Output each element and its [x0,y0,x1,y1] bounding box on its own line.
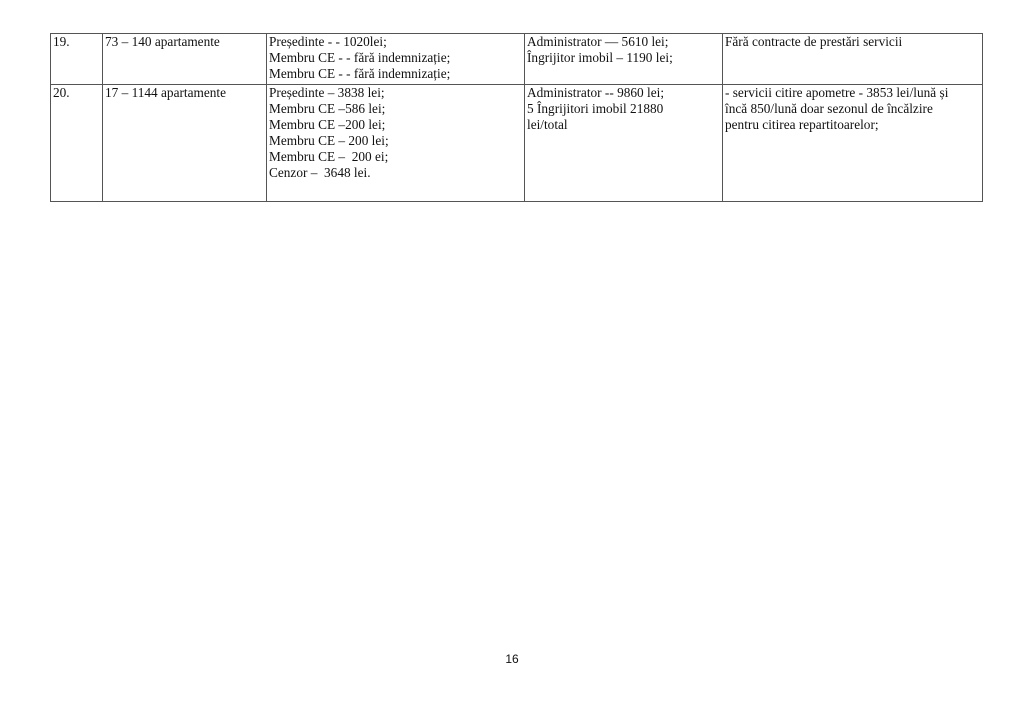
staff-line: lei/total [527,117,568,132]
services-line: încă 850/lună doar sezonul de încălzire [725,101,933,116]
services-cell: Fără contracte de prestări servicii [722,33,983,85]
staff-line: 5 Îngrijitori imobil 21880 [527,101,664,116]
apartments-cell: 73 – 140 apartamente [102,33,267,85]
data-table: 19. 73 – 140 apartamente Președinte - - … [50,33,983,202]
table-row: 19. 73 – 140 apartamente Președinte - - … [50,33,983,85]
committee-line: Membru CE –586 lei; [269,101,386,116]
committee-line: Președinte - - 1020lei; [269,34,387,50]
committee-line: Membru CE - - fără indemnizație; [269,66,451,81]
services-line: - servicii citire apometre - 3853 lei/lu… [725,85,949,101]
table-row: 20. 17 – 1144 apartamente Președinte – 3… [50,84,983,202]
staff-cell: Administrator — 5610 lei; Îngrijitor imo… [524,33,723,85]
committee-cell: Președinte – 3838 lei; Membru CE –586 le… [266,84,525,202]
row-number: 20. [50,84,103,202]
apartments-cell: 17 – 1144 apartamente [102,84,267,202]
committee-line: Membru CE – 200 ei; [269,149,389,164]
committee-line: Membru CE – 200 lei; [269,133,389,148]
services-line: Fără contracte de prestări servicii [725,34,903,50]
committee-cell: Președinte - - 1020lei; Membru CE - - fă… [266,33,525,85]
committee-line: Cenzor – 3648 lei. [269,165,371,180]
committee-line: Membru CE –200 lei; [269,117,386,132]
staff-line: Administrator — 5610 lei; [527,34,669,50]
services-cell: - servicii citire apometre - 3853 lei/lu… [722,84,983,202]
services-line: pentru citirea repartitoarelor; [725,117,879,132]
staff-cell: Administrator -- 9860 lei; 5 Îngrijitori… [524,84,723,202]
staff-line: Administrator -- 9860 lei; [527,85,665,101]
row-number: 19. [50,33,103,85]
page-number: 16 [505,652,519,666]
staff-line: Îngrijitor imobil – 1190 lei; [527,50,673,65]
committee-line: Președinte – 3838 lei; [269,85,385,101]
committee-line: Membru CE - - fără indemnizație; [269,50,451,65]
